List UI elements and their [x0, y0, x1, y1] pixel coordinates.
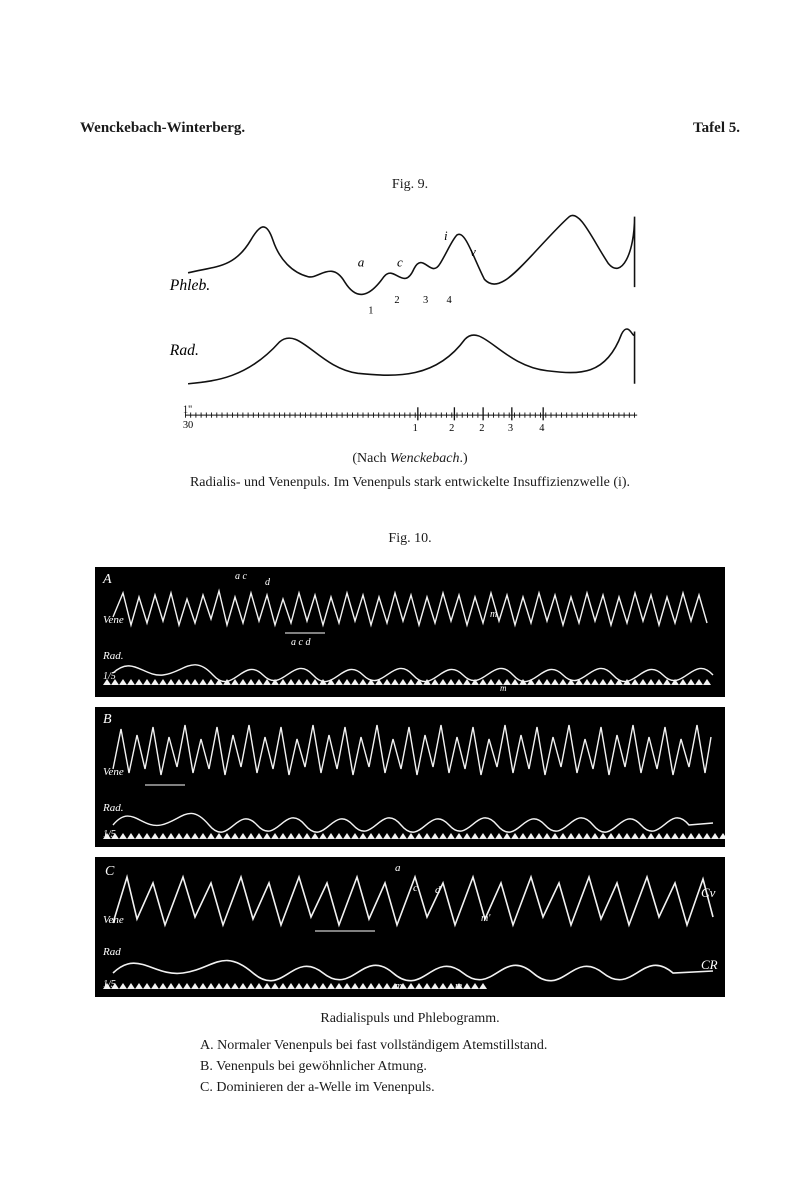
svg-text:m: m [500, 683, 507, 693]
t2: 2 [394, 295, 399, 306]
header-left: Wenckebach-Winterberg. [80, 120, 245, 137]
svg-text:3: 3 [508, 423, 513, 434]
wave-a: a [358, 254, 365, 269]
fig10-list: A. Normaler Venenpuls bei fast vollständ… [200, 1037, 620, 1098]
scale-top: 1" [183, 405, 192, 416]
fig10-title: Radialispuls und Phlebogramm. [80, 1011, 740, 1027]
svg-text:C: C [105, 864, 115, 879]
scale-bot: 30 [183, 420, 193, 431]
rad-label: Rad. [169, 342, 199, 359]
fig10-label: Fig. 10. [80, 531, 740, 547]
svg-text:Rad.: Rad. [102, 802, 123, 814]
fig10-svg: A Vene a c d m a c d Rad. 1/5 m B Vene R… [95, 567, 725, 997]
fig9-drawing: Phleb. a c i v 1 2 3 4 Rad. 1" 30 1 2 2 … [160, 201, 660, 441]
svg-text:A: A [102, 572, 112, 587]
item-c: C. Dominieren der a-Welle im Venenpuls. [200, 1079, 620, 1098]
wave-i: i [444, 228, 448, 243]
svg-text:a c: a c [235, 571, 248, 582]
phleb-label: Phleb. [169, 277, 210, 294]
svg-text:d: d [435, 884, 441, 896]
svg-text:2: 2 [479, 423, 484, 434]
svg-text:m': m' [481, 913, 491, 924]
item-a: A. Normaler Venenpuls bei fast vollständ… [200, 1037, 620, 1056]
t3: 3 [423, 295, 428, 306]
svg-text:B: B [103, 712, 112, 727]
svg-text:Vene: Vene [103, 914, 124, 926]
svg-text:m: m [490, 609, 497, 620]
wave-v: v [470, 244, 476, 259]
fig9-source: (Nach Wenckebach.) [80, 451, 740, 467]
svg-text:Rad.: Rad. [102, 650, 123, 662]
panel-A: A Vene a c d m a c d Rad. 1/5 m [95, 567, 725, 697]
svg-text:1/5: 1/5 [103, 671, 116, 682]
page-header: Wenckebach-Winterberg. Tafel 5. [80, 120, 740, 137]
svg-text:Vene: Vene [103, 614, 124, 626]
svg-text:2: 2 [449, 423, 454, 434]
fig9-label: Fig. 9. [80, 177, 740, 193]
wave-c: c [397, 254, 403, 269]
svg-text:CR: CR [701, 957, 718, 972]
svg-text:Rad: Rad [102, 946, 121, 958]
t1: 1 [368, 305, 373, 316]
svg-text:4: 4 [539, 423, 545, 434]
svg-text:a: a [395, 862, 401, 874]
item-b: B. Venenpuls bei gewöhnlicher Atmung. [200, 1058, 620, 1077]
svg-text:c: c [413, 882, 418, 894]
panel-C: C Vene a c d m' Cv Rad CR 1/5 m m [95, 857, 725, 997]
fig9-caption: Radialis- und Venenpuls. Im Venenpuls st… [80, 475, 740, 491]
panel-B: B Vene Rad. 1/5 [95, 707, 725, 847]
svg-text:a c d: a c d [291, 637, 311, 648]
fig9-svg: Phleb. a c i v 1 2 3 4 Rad. 1" 30 1 2 2 … [160, 201, 660, 436]
svg-text:Cv: Cv [701, 885, 716, 900]
svg-text:1: 1 [413, 423, 418, 434]
header-right: Tafel 5. [693, 120, 740, 137]
svg-text:Vene: Vene [103, 766, 124, 778]
t4: 4 [447, 295, 453, 306]
